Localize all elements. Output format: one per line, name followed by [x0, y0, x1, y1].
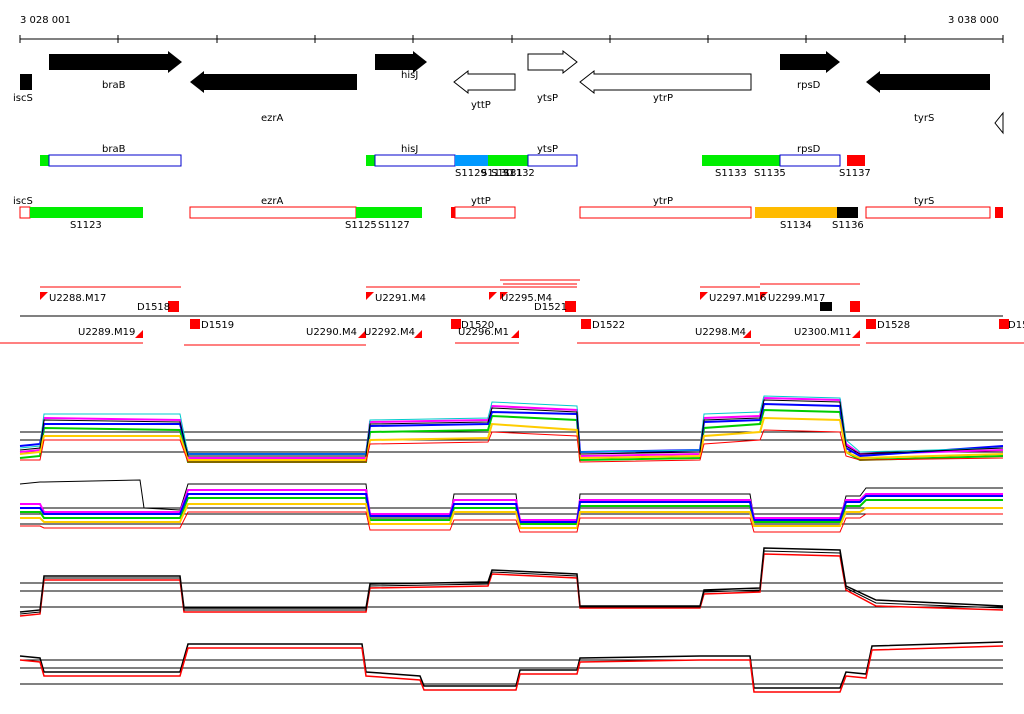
gene-label-yttP: yttP [471, 100, 491, 111]
segment-S1123 [30, 207, 143, 218]
gene-label-tyrS: tyrS [914, 113, 934, 124]
expression-panel-1 [19, 395, 1004, 463]
upshift-U2297: U2297.M16 [709, 293, 766, 304]
gene-box-hisJ [374, 154, 456, 167]
gene-box-iscS [19, 206, 31, 219]
segment-S1137 [847, 155, 865, 166]
upshift-U2295: U2295.M4 [501, 293, 552, 304]
segment-S1136 [837, 207, 858, 218]
coordinate-ruler: 3 028 001 3 038 000 [19, 15, 1004, 43]
upshift-U2288: U2288.M17 [49, 293, 106, 304]
segment-label-S1134: S1134 [780, 220, 812, 231]
gene-arrow-iscS [20, 74, 32, 90]
box-label-braB: braB [102, 144, 126, 155]
upshift-U2291: U2291.M4 [375, 293, 426, 304]
gene-box-rpsD [779, 154, 841, 167]
gene-arrow-rpsD [780, 51, 840, 73]
coord-end: 3 038 000 [948, 15, 999, 26]
gene-arrow-ytsP [527, 49, 578, 75]
upshift-U2300: U2300.M11 [794, 327, 851, 338]
gene-label-rpsD: rpsD [797, 80, 821, 91]
gene-label-ytsP: ytsP [537, 93, 558, 104]
gene-label-hisJ: hisJ [401, 70, 418, 81]
upshift-U2292: U2292.M4 [364, 327, 415, 338]
segment-track-plus: braB hisJ ytsP S1129 S1130 S1131 S1132 r… [40, 144, 871, 179]
gene-label-braB: braB [102, 80, 126, 91]
gene-arrow-braB [49, 51, 182, 73]
upshift-U2290: U2290.M4 [306, 327, 357, 338]
segment-label-S1129: S1129 [455, 168, 487, 179]
segment-label-S1137: S1137 [839, 168, 871, 179]
gene-box-tyrS [865, 206, 991, 219]
gene-box-ezrA [189, 206, 357, 219]
downshift-D1521: D1521 [534, 302, 567, 313]
shift-track: U2288.M17 U2291.M4 U2295.M4 U2297.M16 U2… [0, 279, 1024, 346]
segment-label-S1127: S1127 [378, 220, 410, 231]
downshift-D1522: D1522 [592, 320, 625, 331]
gene-box-yttP [454, 206, 516, 219]
gene-arrow-ezrA [190, 71, 357, 93]
upshift-U2296: U2296.M1 [458, 327, 509, 338]
upshift-U2289: U2289.M19 [78, 327, 135, 338]
partial-gene-marker [994, 111, 1004, 135]
segment-S1125 [356, 207, 422, 218]
box-label-iscS: iscS [13, 196, 33, 207]
gene-arrow-yttP [453, 69, 516, 95]
gene-arrow-tyrS [866, 71, 990, 93]
segment-label-S1130: S1130 [481, 168, 513, 179]
gene-track: iscS braB ezrA hisJ yttP ytsP ytrP rpsD … [13, 49, 1004, 135]
downshift-D1520: D1520 [461, 320, 494, 331]
downshift-D1528: D1528 [877, 320, 910, 331]
segment-S1129 [455, 155, 488, 166]
gene-label-ytrP: ytrP [653, 93, 673, 104]
gene-box-braB [48, 154, 182, 167]
gene-box-ytrP [579, 206, 752, 219]
segment-S1134 [755, 207, 837, 218]
upshift-U2298: U2298.M4 [695, 327, 746, 338]
segment-label-S1136: S1136 [832, 220, 864, 231]
box-label-rpsD: rpsD [797, 144, 821, 155]
expression-panel-4 [19, 641, 1004, 693]
downshift-D1519: D1519 [201, 320, 234, 331]
upshift-U2299: U2299.M17 [768, 293, 825, 304]
segment-label-S1123: S1123 [70, 220, 102, 231]
segment-label-S1135: S1135 [754, 168, 786, 179]
downshift-D1518: D1518 [137, 302, 170, 313]
expression-panel-2 [19, 479, 1003, 533]
segment-label-S1132: S1132 [503, 168, 535, 179]
downshift-D15: D15 [1008, 320, 1024, 331]
box-label-ytsP: ytsP [537, 144, 558, 155]
box-label-tyrS: tyrS [914, 196, 934, 207]
gene-label-iscS: iscS [13, 93, 33, 104]
segment-label-S1133: S1133 [715, 168, 747, 179]
gene-arrow-ytrP [579, 69, 752, 95]
box-label-yttP: yttP [471, 196, 491, 207]
expression-panel-3 [19, 547, 1004, 617]
segment-S1133 [702, 155, 780, 166]
segment-S1131 [488, 155, 528, 166]
box-label-ezrA: ezrA [261, 196, 284, 207]
segment-label-S1125: S1125 [345, 220, 377, 231]
gene-arrow-hisJ [375, 51, 427, 73]
gene-label-ezrA: ezrA [261, 113, 284, 124]
box-label-hisJ: hisJ [401, 144, 418, 155]
segment-track-minus: iscS S1123 ezrA S1125 S1127 yttP ytrP S1… [13, 196, 1003, 231]
gene-box-ytsP [527, 154, 578, 167]
box-label-ytrP: ytrP [653, 196, 673, 207]
coord-start: 3 028 001 [20, 15, 71, 26]
segment-label-S1131: S1131 [491, 168, 523, 179]
